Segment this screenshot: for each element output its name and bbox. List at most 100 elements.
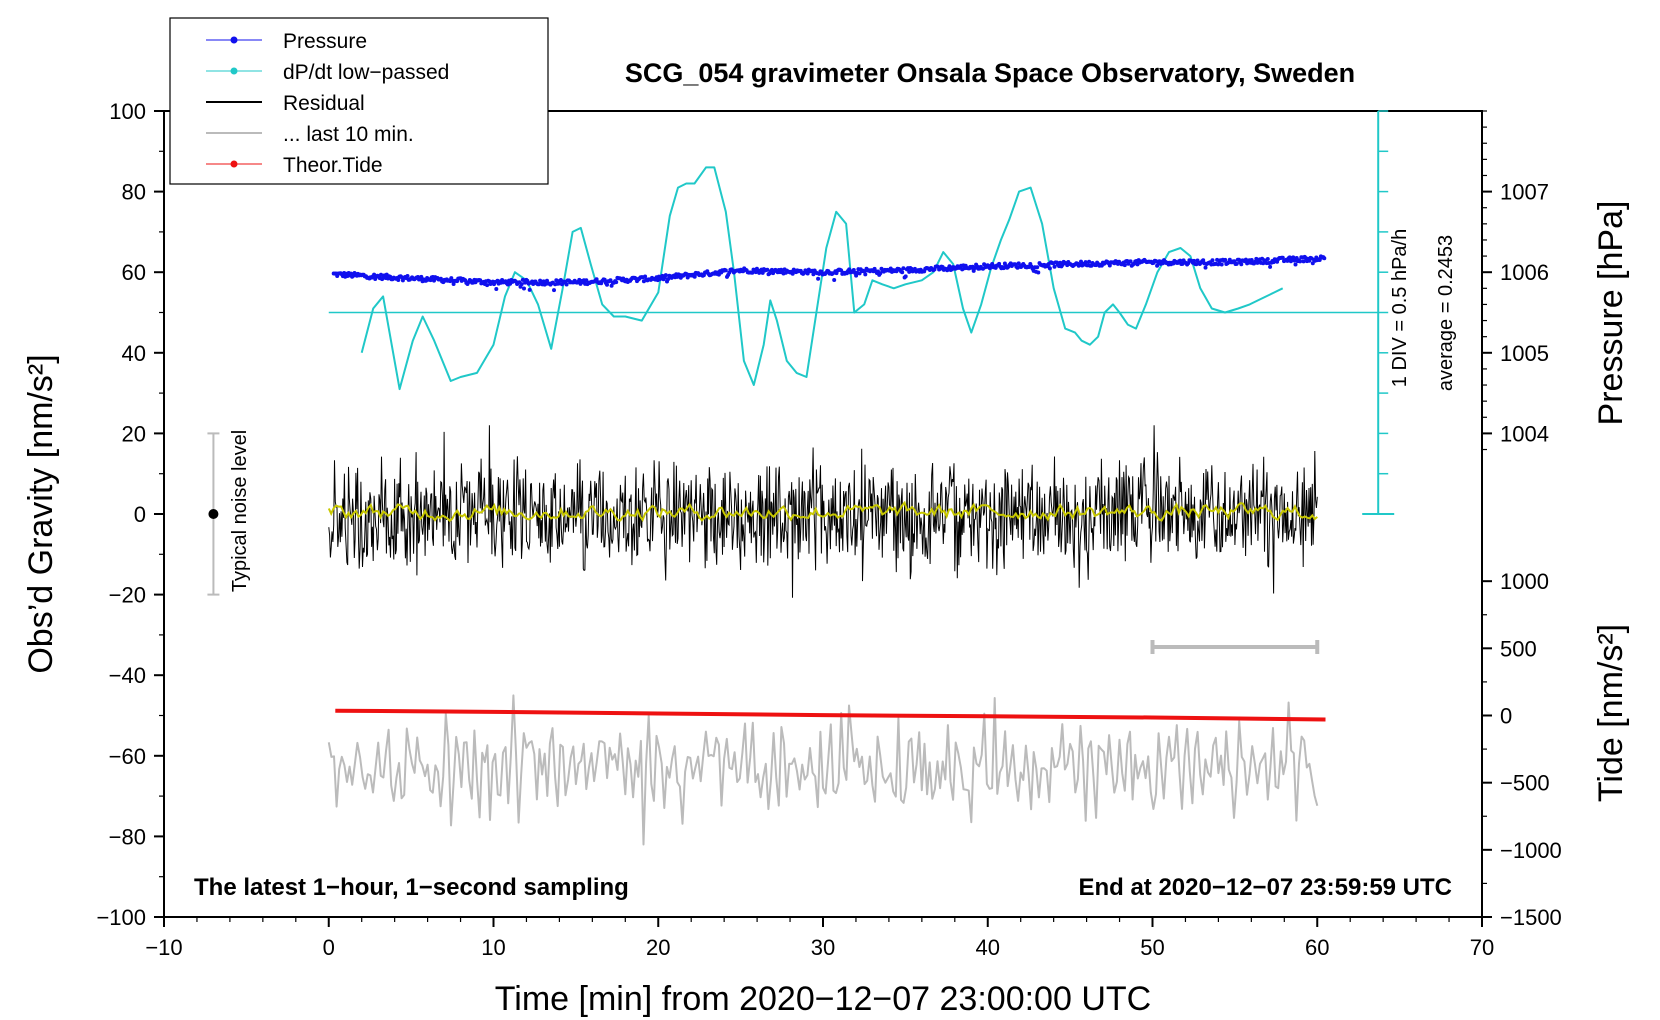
div-label: 1 DIV = 0.5 hPa/h (1389, 229, 1411, 387)
pressure-point (1292, 258, 1297, 263)
dpdt-line (360, 166, 1284, 391)
pressure-point (396, 278, 401, 282)
pressure-point (527, 287, 532, 292)
tide-tick-label: 1000 (1500, 569, 1549, 594)
legend-dot-dpdt (230, 67, 238, 75)
pressure-point (1122, 263, 1127, 268)
last-10-min-line (327, 694, 1319, 846)
pressure-axis: 1007 1006 1005 1004 (1482, 110, 1549, 451)
pressure-point (900, 270, 905, 275)
pressure-point (1052, 264, 1057, 269)
pressure-point (1239, 262, 1244, 267)
pressure-point (862, 269, 867, 274)
pressure-point (1265, 257, 1270, 261)
x-tick-label: 10 (481, 935, 505, 960)
x-tick-label: 30 (811, 935, 835, 960)
pressure-point (692, 274, 697, 279)
y-tick-label: 20 (122, 421, 146, 446)
tide-tick-label: −500 (1500, 771, 1550, 796)
legend-label-tide: Theor.Tide (283, 154, 383, 177)
residual-smoothed-line (327, 500, 1318, 523)
pressure-point (1243, 257, 1248, 262)
legend-dot-pressure (230, 36, 238, 44)
pressure-point (1322, 256, 1327, 261)
pressure-point (451, 282, 456, 286)
pressure-point (1301, 259, 1306, 264)
pressure-point (1268, 264, 1273, 269)
pressure-point (816, 276, 821, 281)
y-tick-label: 40 (122, 341, 146, 366)
y-axis-title-left: Obs’d Gravity [nm/s²] (22, 354, 60, 673)
pressure-point (750, 270, 755, 275)
pressure-point (494, 287, 499, 291)
pressure-point (1249, 258, 1254, 262)
pressure-point (765, 267, 770, 272)
pressure-point (1178, 258, 1183, 263)
pressure-point (554, 278, 559, 283)
legend-label-pressure: Pressure (283, 30, 367, 53)
pressure-point (405, 274, 410, 278)
x-tick-label: 50 (1140, 935, 1164, 960)
pressure-point (605, 282, 609, 287)
legend-item-dpdt: dP/dt low−passed (206, 61, 449, 84)
pressure-point (863, 272, 868, 277)
noise-center-dot (208, 509, 219, 519)
pressure-point (907, 269, 912, 274)
pressure-point (552, 288, 556, 293)
pressure-point (1223, 257, 1228, 262)
average-label: average = 0.2453 (1435, 235, 1457, 391)
pressure-point (1087, 259, 1092, 264)
pressure-point (903, 274, 908, 279)
legend-label-residual: Residual (283, 92, 365, 115)
tide-tick-label: −1000 (1500, 838, 1562, 863)
last-10-min-series (327, 694, 1319, 846)
y-tick-label: −20 (109, 583, 146, 608)
legend-item-tide: Theor.Tide (206, 154, 383, 177)
legend: Pressure dP/dt low−passed Residual ... l… (169, 17, 549, 185)
pressure-series (331, 254, 1327, 293)
x-axis-title: Time [min] from 2020−12−07 23:00:00 UTC (495, 980, 1151, 1018)
x-tick-label: 0 (323, 935, 335, 960)
y-tick-label: 80 (122, 180, 146, 205)
y-tick-label: −100 (96, 905, 146, 930)
pressure-point (847, 267, 852, 272)
pressure-point (1203, 265, 1208, 270)
pressure-tick-label: 1007 (1500, 180, 1549, 205)
y-tick-label: −60 (109, 744, 146, 769)
pressure-tick-label: 1006 (1500, 260, 1549, 285)
y-tick-label: 60 (122, 260, 146, 285)
pressure-point (522, 286, 526, 291)
pressure-point (1128, 259, 1133, 264)
pressure-point (1298, 259, 1303, 264)
pressure-point (643, 274, 648, 279)
noise-level-label: Typical noise level (229, 430, 251, 592)
chart-title: SCG_054 gravimeter Onsala Space Observat… (625, 58, 1355, 88)
pressure-point (663, 273, 668, 278)
pressure-point (1201, 258, 1206, 263)
tide-tick-label: 0 (1500, 704, 1512, 729)
pressure-point (1107, 263, 1112, 268)
tide-tick-label: 500 (1500, 636, 1537, 661)
pressure-point (1293, 262, 1298, 267)
legend-item-last10: ... last 10 min. (206, 123, 414, 146)
y-tick-label: 0 (134, 502, 146, 527)
pressure-point (832, 278, 837, 282)
x-tick-label: 40 (976, 935, 1000, 960)
pressure-tick-label: 1005 (1500, 341, 1549, 366)
pressure-point (1219, 262, 1224, 267)
pressure-point (1047, 266, 1052, 271)
pressure-point (1280, 255, 1285, 260)
pressure-point (1291, 255, 1296, 260)
pressure-tick-label: 1004 (1500, 421, 1549, 446)
pressure-point (1210, 258, 1215, 263)
pressure-point (564, 282, 569, 287)
pressure-point (609, 283, 614, 288)
pressure-point (1083, 260, 1088, 265)
legend-dot-tide (230, 160, 238, 168)
end-time-note: End at 2020−12−07 23:59:59 UTC (1078, 874, 1452, 901)
pressure-point (1216, 262, 1221, 267)
residual-smoothed-series (327, 500, 1318, 523)
legend-label-dpdt: dP/dt low−passed (283, 61, 449, 84)
pressure-point (947, 264, 952, 269)
